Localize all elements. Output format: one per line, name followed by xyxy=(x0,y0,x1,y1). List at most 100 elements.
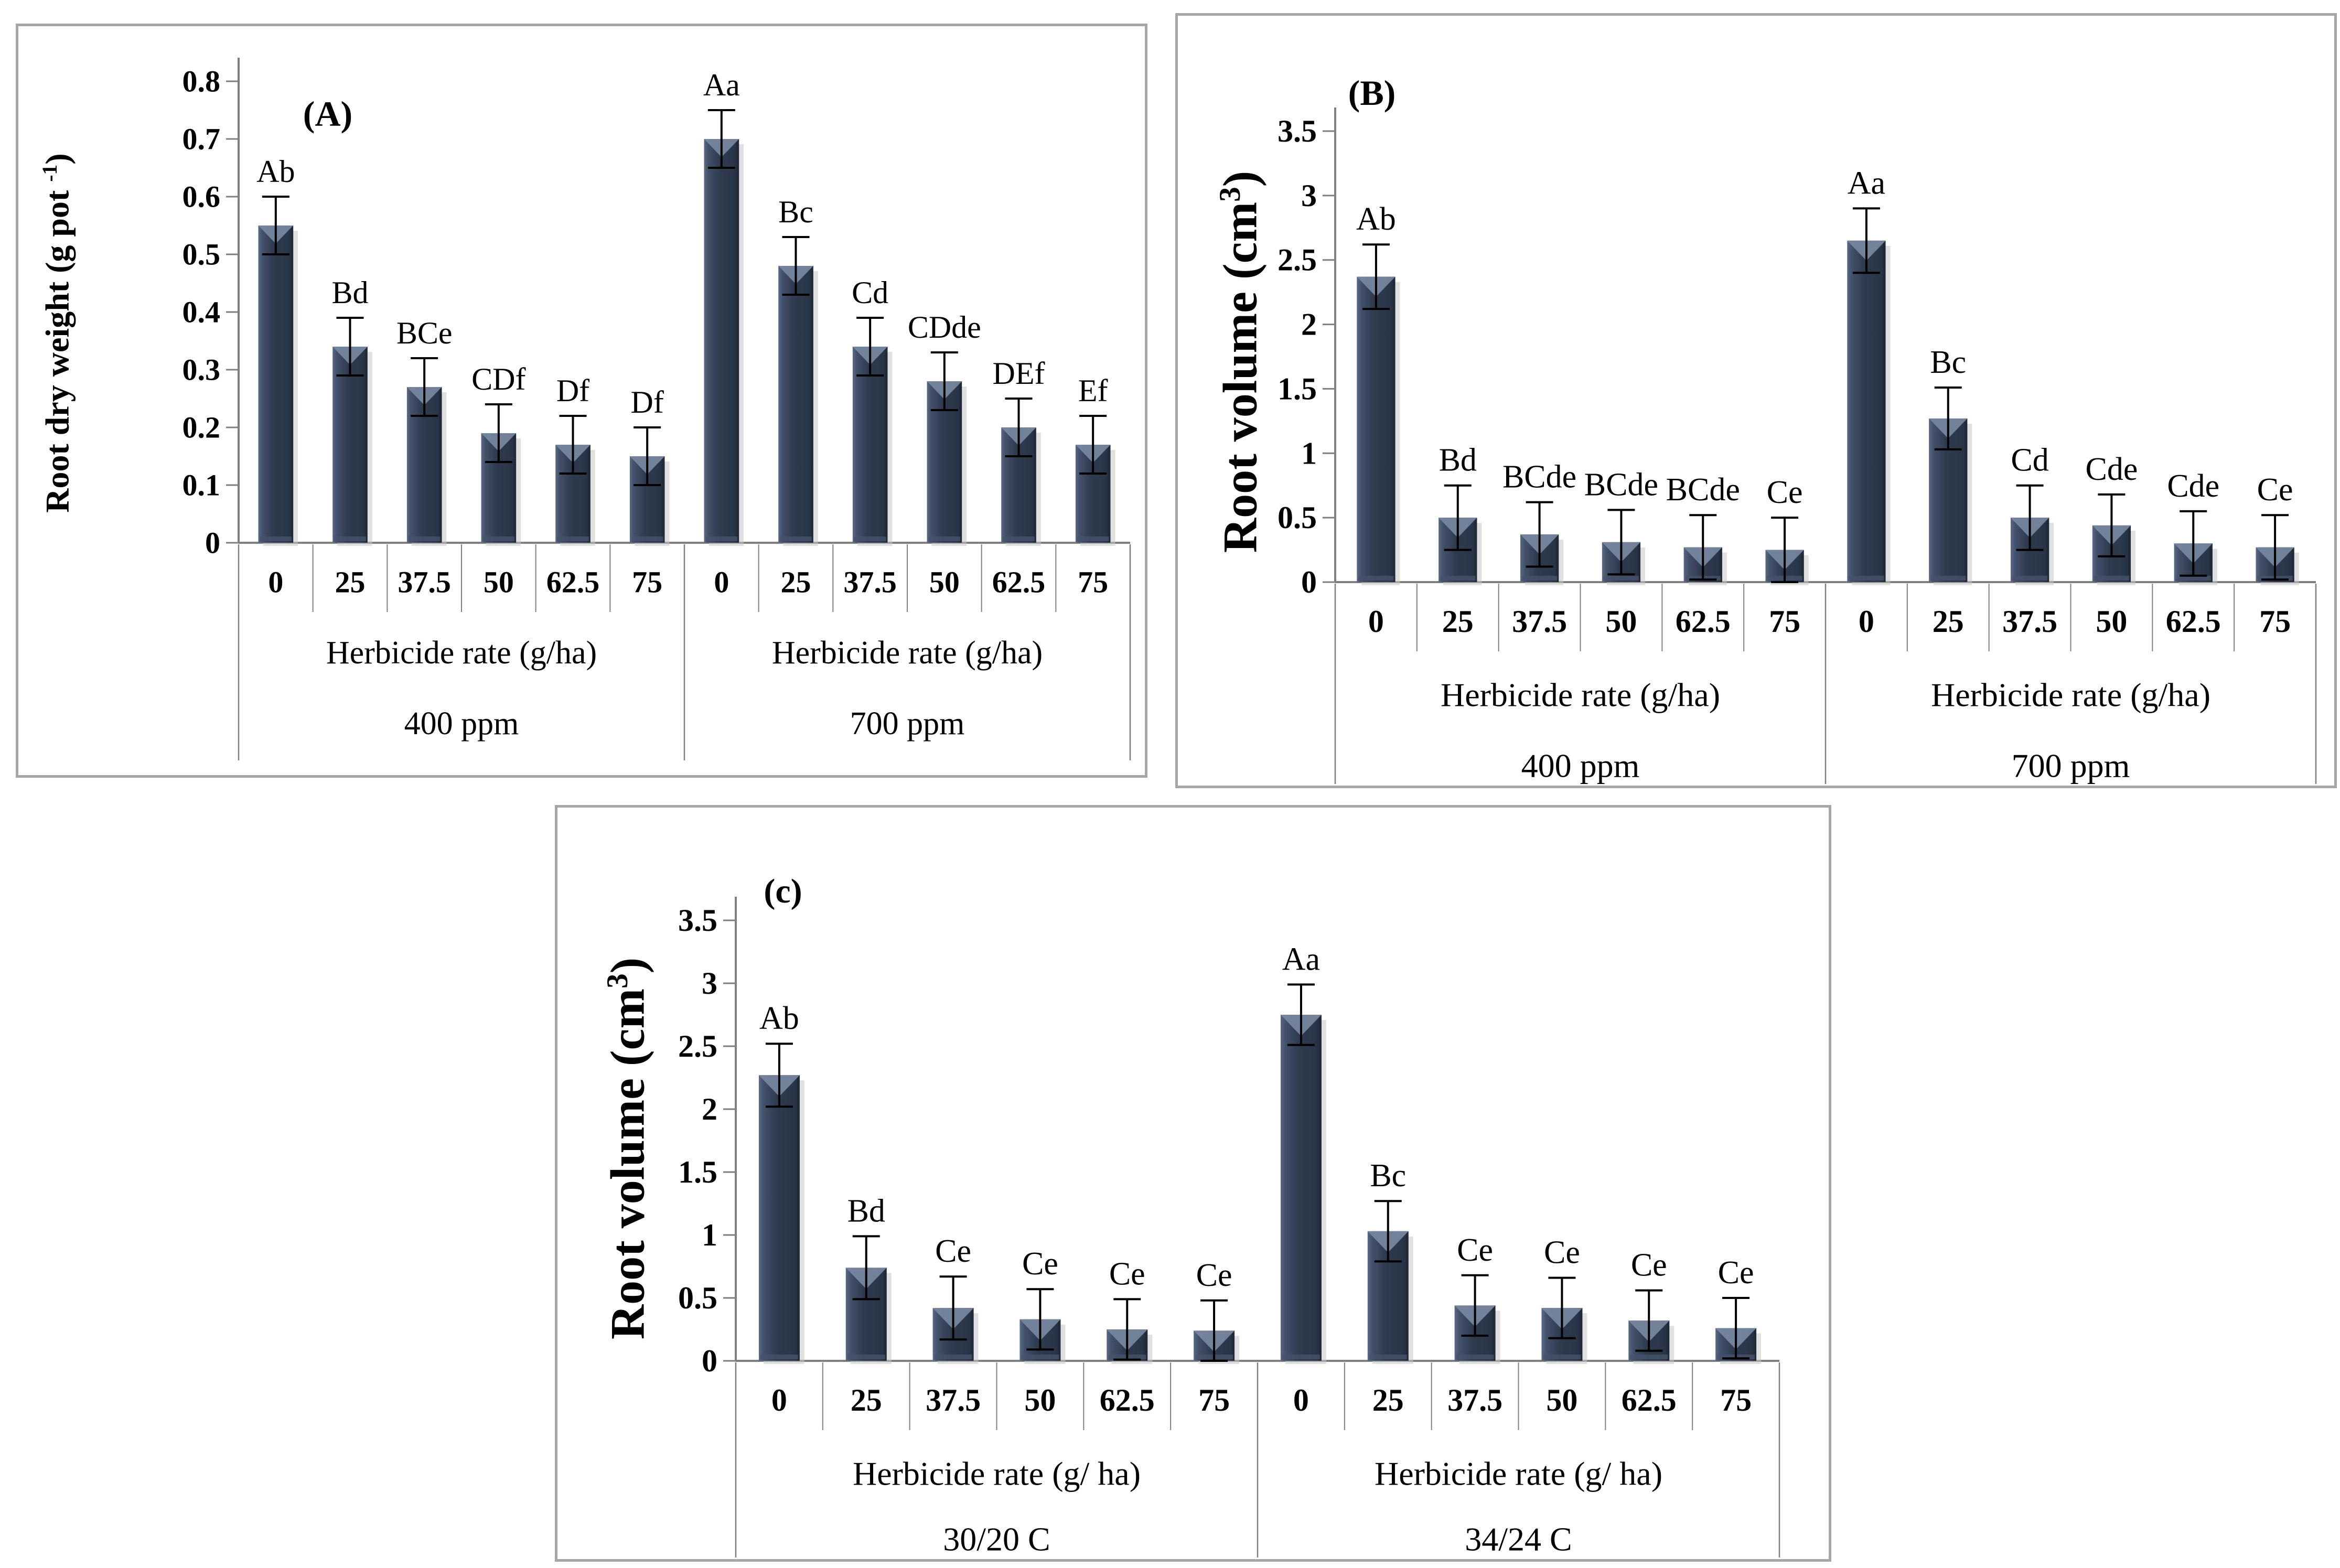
bar-edge xyxy=(1667,1320,1670,1361)
y-tick-label: 0 xyxy=(702,1344,717,1378)
bar-edge xyxy=(1058,1319,1061,1361)
category-label: 0 xyxy=(1293,1383,1309,1417)
bar-edge xyxy=(2291,547,2294,582)
y-tick-label: 0.6 xyxy=(183,180,221,214)
bar-edge xyxy=(1318,1015,1322,1361)
panel-label-B: (B) xyxy=(1348,73,1396,113)
bar-edge xyxy=(1580,1308,1583,1361)
bar-base-bevel xyxy=(1440,576,1476,581)
group-label: 700 ppm xyxy=(2012,747,2130,785)
bar-letter: Ab xyxy=(1356,201,1396,237)
bar-letter: CDde xyxy=(908,310,981,345)
y-tick-label: 0.3 xyxy=(183,353,221,387)
bar-base-bevel xyxy=(482,536,515,541)
y-tick-label: 2.5 xyxy=(678,1029,717,1064)
bar-letter: Aa xyxy=(703,68,740,102)
bar xyxy=(1847,240,1886,582)
category-label: 75 xyxy=(1198,1383,1230,1417)
category-label: 75 xyxy=(1720,1383,1752,1417)
bar-base-bevel xyxy=(1358,576,1394,581)
bar-base-bevel xyxy=(557,536,589,541)
category-label: 50 xyxy=(1546,1383,1577,1417)
category-label: 37.5 xyxy=(843,565,897,599)
bar-base-bevel xyxy=(2012,576,2048,581)
bar-edge xyxy=(2046,518,2049,582)
panel-A: 0 0.1 0.2 0.3 0.4 0.5 0.6 0.7 0.8 0 25 37.5 50 62.5 75… xyxy=(16,24,1147,778)
bar-base-bevel xyxy=(847,1355,885,1359)
category-label: 50 xyxy=(1024,1383,1056,1417)
bar-edge xyxy=(1232,1330,1235,1361)
bar-letter: BCde xyxy=(1666,472,1740,508)
category-label: 25 xyxy=(1372,1383,1404,1417)
category-label: 25 xyxy=(335,565,366,599)
bar-letter: Bc xyxy=(1930,345,1966,380)
bar-edge xyxy=(1638,542,1641,582)
bar xyxy=(258,225,294,543)
bar-letter: Ce xyxy=(1196,1258,1232,1293)
y-tick-label: 0.4 xyxy=(183,295,221,329)
category-label: 25 xyxy=(851,1383,882,1417)
bar-chart-B: 0 0.5 1 1.5 2 2.5 3 3.5 0 25 37.5 50 62.5 75 Herbicide… xyxy=(1278,108,2317,785)
axis-caption: Herbicide rate (g/ha) xyxy=(772,635,1043,671)
bar-letter: Bc xyxy=(1370,1158,1406,1194)
bar-edge xyxy=(1883,240,1886,582)
bar-edge xyxy=(885,347,888,543)
category-label: 37.5 xyxy=(398,565,451,599)
bar-base-bevel xyxy=(934,1355,972,1359)
bar-letter: Aa xyxy=(1282,941,1320,977)
bar-edge xyxy=(364,347,368,543)
bar-letter: Bd xyxy=(1439,443,1477,478)
bar-base-bevel xyxy=(2094,576,2130,581)
bar-base-bevel xyxy=(1003,536,1035,541)
group-label: 34/24 C xyxy=(1465,1521,1572,1558)
bar-base-bevel xyxy=(1456,1355,1494,1359)
category-label: 0 xyxy=(771,1383,787,1417)
category-label: 75 xyxy=(632,565,662,599)
bar-base-bevel xyxy=(260,536,292,541)
bar-letter: Ce xyxy=(2257,472,2293,508)
bar-base-bevel xyxy=(2175,576,2211,581)
bar-letter: Ce xyxy=(1109,1256,1145,1292)
y-tick-label: 1.5 xyxy=(678,1155,717,1189)
bar-letter: Ce xyxy=(1544,1235,1580,1271)
y-axis-title-B: Root volume (cm3) xyxy=(1199,73,1267,650)
bar-edge xyxy=(736,139,739,543)
bar-letter: Ce xyxy=(1457,1232,1493,1268)
bar-edge xyxy=(1033,427,1036,543)
bar-edge xyxy=(1405,1231,1409,1361)
bar-letter: Cde xyxy=(2167,468,2219,504)
bar-base-bevel xyxy=(705,536,738,541)
bar-chart-A: 0 0.1 0.2 0.3 0.4 0.5 0.6 0.7 0.8 0 25 37.5 50 62.5 75… xyxy=(183,58,1131,760)
category-label: 75 xyxy=(1769,604,1800,639)
category-label: 75 xyxy=(1078,565,1108,599)
bar-letter: Ce xyxy=(1022,1246,1058,1282)
y-tick-label: 0 xyxy=(1301,565,1317,599)
category-label: 50 xyxy=(929,565,960,599)
bar-base-bevel xyxy=(928,536,961,541)
bar-letter: BCde xyxy=(1584,467,1658,502)
bar-letter: CDf xyxy=(471,362,525,396)
bar-base-bevel xyxy=(1021,1355,1059,1359)
bar-edge xyxy=(971,1308,974,1361)
y-title-text: Root volume (cm xyxy=(1213,201,1267,553)
y-title-close: ) xyxy=(600,957,654,974)
y-tick-label: 1.5 xyxy=(1278,371,1317,406)
y-tick-label: 0.5 xyxy=(1278,500,1317,535)
category-label: 62.5 xyxy=(1676,604,1731,639)
bar-letter: Ce xyxy=(1631,1248,1667,1283)
bar-base-bevel xyxy=(780,536,812,541)
bar-edge xyxy=(662,456,665,543)
bar xyxy=(1357,276,1396,582)
category-label: 50 xyxy=(484,565,514,599)
bar-base-bevel xyxy=(1282,1355,1320,1359)
group-label: 30/20 C xyxy=(943,1521,1050,1558)
bar-letter: Ce xyxy=(1718,1255,1754,1291)
axis-caption: Herbicide rate (g/ha) xyxy=(326,635,597,671)
bar-letter: Df xyxy=(556,373,589,408)
bar-letter: DEf xyxy=(993,356,1045,391)
bar-edge xyxy=(1719,547,1722,582)
category-label: 62.5 xyxy=(1622,1383,1677,1417)
bar-letter: Cde xyxy=(2085,452,2138,487)
category-label: 0 xyxy=(1859,604,1874,639)
